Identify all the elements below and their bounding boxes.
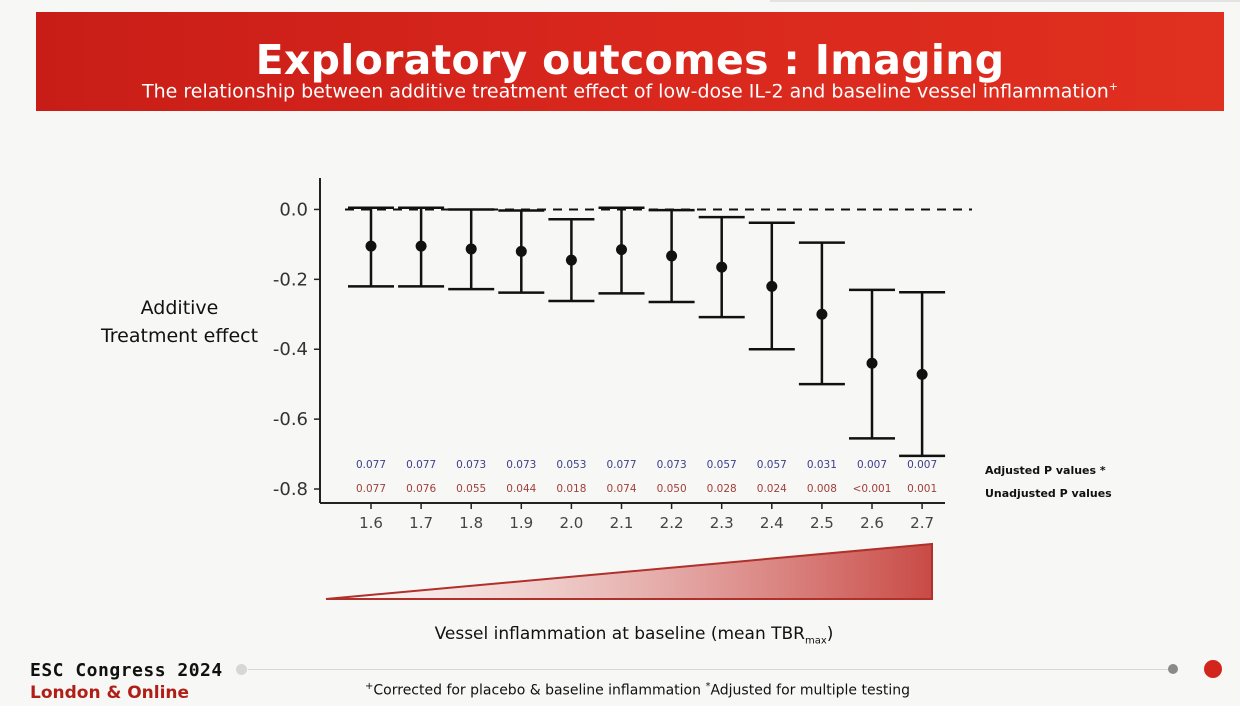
adjusted-p-value: 0.007 bbox=[857, 459, 887, 471]
title-banner: Exploratory outcomes : Imaging The relat… bbox=[36, 12, 1224, 111]
y-tick-label: -0.6 bbox=[273, 409, 308, 430]
chart-axes: 0.0 -0.2 -0.4 -0.6 -0.8 1.6 1.7 1.8 1.9 2.0 2.1 2.2… bbox=[273, 178, 972, 532]
unadjusted-p-value: 0.055 bbox=[456, 483, 486, 495]
point-estimate bbox=[415, 240, 427, 252]
adjusted-p-value: 0.007 bbox=[907, 459, 937, 471]
chart-marks bbox=[348, 206, 946, 458]
x-tick-label: 2.0 bbox=[559, 514, 583, 532]
unadjusted-p-value: 0.044 bbox=[506, 483, 536, 495]
adjusted-p-value: 0.077 bbox=[406, 459, 436, 471]
x-tick-label: 2.7 bbox=[910, 514, 934, 532]
adjusted-p-value: 0.057 bbox=[757, 459, 787, 471]
congress-name: ESC Congress 2024 bbox=[30, 660, 223, 681]
slide-title: Exploratory outcomes : Imaging bbox=[255, 36, 1005, 84]
adjusted-p-value: 0.073 bbox=[456, 459, 486, 471]
p-value-rows: 0.077 0.077 0.077 0.076 0.073 0.055 0.073 0.044… bbox=[356, 459, 937, 495]
point-estimate bbox=[515, 245, 527, 257]
footnote-mark-star: * bbox=[705, 681, 711, 692]
point-estimate bbox=[465, 243, 477, 255]
y-axis-label: Additive Treatment effect bbox=[100, 297, 259, 347]
point-estimate bbox=[766, 280, 778, 292]
x-axis-label-text: Vessel inflammation at baseline (mean TB… bbox=[434, 624, 805, 644]
unadjusted-p-value: 0.001 bbox=[907, 483, 937, 495]
point-estimate bbox=[816, 308, 828, 320]
progress-start-dot bbox=[236, 664, 247, 675]
y-tick-label: -0.8 bbox=[273, 479, 308, 500]
adjusted-p-value: 0.057 bbox=[707, 459, 737, 471]
adjusted-p-value: 0.073 bbox=[657, 459, 687, 471]
footer-divider bbox=[248, 669, 1168, 670]
x-tick-label: 2.5 bbox=[810, 514, 834, 532]
point-estimate bbox=[716, 261, 728, 273]
unadjusted-p-value: 0.077 bbox=[356, 483, 386, 495]
progress-dot bbox=[1168, 664, 1178, 674]
point-estimate bbox=[616, 244, 627, 256]
unadjusted-p-value: <0.001 bbox=[853, 483, 892, 495]
adjusted-p-value: 0.077 bbox=[356, 459, 386, 471]
footnote-mark-plus: + bbox=[365, 681, 374, 692]
unadjusted-p-value: 0.076 bbox=[406, 483, 436, 495]
x-tick-label: 2.2 bbox=[660, 514, 684, 532]
inflammation-gradient-wedge bbox=[325, 542, 933, 600]
y-tick-label: 0.0 bbox=[279, 199, 308, 220]
x-axis-label-subscript: max bbox=[804, 635, 827, 647]
footnote-text-2: Adjusted for multiple testing bbox=[710, 682, 911, 699]
adjusted-p-legend: Adjusted P values * bbox=[985, 464, 1106, 477]
x-tick-label: 2.3 bbox=[710, 514, 734, 532]
x-tick-label: 1.8 bbox=[459, 514, 483, 532]
adjusted-p-value: 0.073 bbox=[506, 459, 536, 471]
footnote-text-1: Corrected for placebo & baseline inflamm… bbox=[373, 682, 706, 699]
subtitle-text: The relationship between additive treatm… bbox=[142, 80, 1109, 103]
point-estimate bbox=[866, 357, 878, 369]
adjusted-p-value: 0.077 bbox=[606, 459, 636, 471]
slide-subtitle: The relationship between additive treatm… bbox=[36, 80, 1224, 102]
unadjusted-p-value: 0.008 bbox=[807, 483, 837, 495]
point-estimate bbox=[365, 240, 377, 252]
adjusted-p-value: 0.031 bbox=[807, 459, 837, 471]
unadjusted-p-value: 0.074 bbox=[606, 483, 636, 495]
x-tick-label: 2.1 bbox=[610, 514, 634, 532]
x-tick-label: 1.9 bbox=[509, 514, 533, 532]
top-edge-line bbox=[770, 0, 1240, 2]
subtitle-footnote-mark: + bbox=[1108, 80, 1118, 93]
point-estimate bbox=[666, 250, 678, 262]
unadjusted-p-value: 0.028 bbox=[707, 483, 737, 495]
y-tick-label: -0.4 bbox=[273, 339, 308, 360]
unadjusted-p-value: 0.024 bbox=[757, 483, 787, 495]
x-axis-label-end: ) bbox=[826, 624, 834, 644]
x-axis-label: Vessel inflammation at baseline (mean TB… bbox=[330, 624, 938, 646]
progress-current-dot bbox=[1204, 660, 1222, 678]
footnote: +Corrected for placebo & baseline inflam… bbox=[365, 681, 910, 699]
unadjusted-p-value: 0.018 bbox=[556, 483, 586, 495]
y-tick-label: -0.2 bbox=[273, 269, 308, 290]
x-tick-label: 1.7 bbox=[409, 514, 433, 532]
congress-location: London & Online bbox=[30, 683, 190, 703]
x-tick-label: 2.4 bbox=[760, 514, 784, 532]
adjusted-p-value: 0.053 bbox=[556, 459, 586, 471]
x-tick-label: 2.6 bbox=[860, 514, 884, 532]
x-tick-label: 1.6 bbox=[359, 514, 383, 532]
point-estimate bbox=[565, 254, 577, 266]
unadjusted-p-value: 0.050 bbox=[657, 483, 687, 495]
point-estimate bbox=[916, 368, 928, 380]
unadjusted-p-legend: Unadjusted P values bbox=[985, 487, 1112, 500]
